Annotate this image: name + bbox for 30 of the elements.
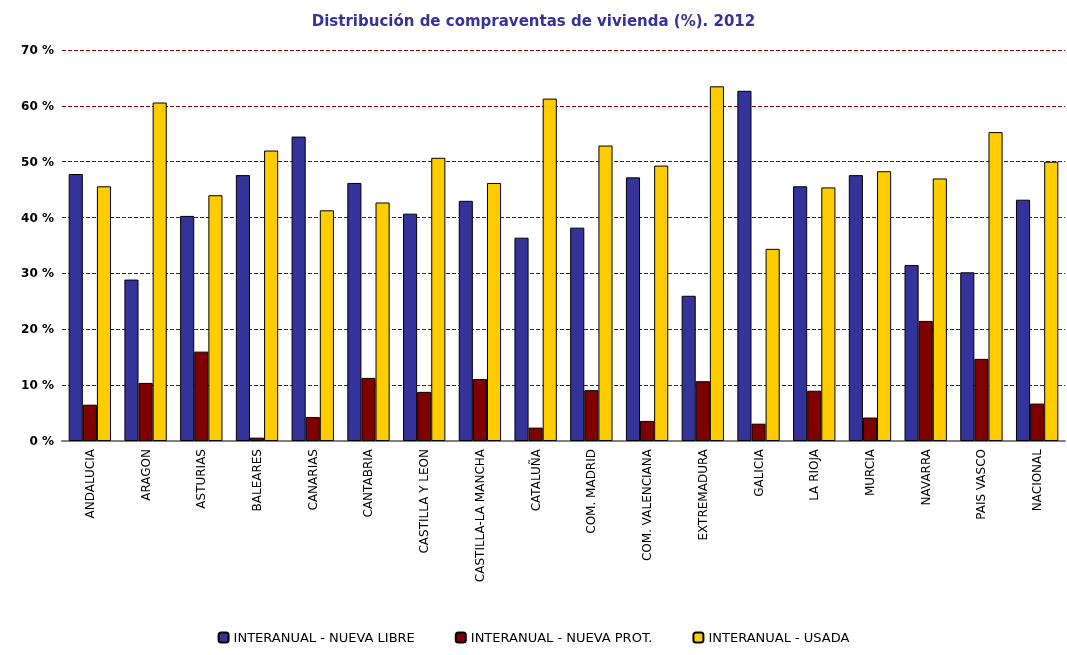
x-tick-label: ARAGON (138, 449, 153, 501)
legend-label: INTERANUAL - NUEVA LIBRE (233, 630, 415, 645)
x-tick-label: CANARIAS (305, 449, 320, 511)
legend-label: INTERANUAL - USADA (708, 630, 850, 645)
y-tick-label: 0 % (29, 434, 54, 448)
x-tick-label: NACIONAL (1030, 448, 1045, 512)
y-tick-label: 10 % (21, 378, 54, 393)
y-tick-label: 40 % (21, 210, 54, 225)
x-tick-label: COM. VALENCIANA (640, 448, 655, 562)
x-tick-label: CASTILLA-LA MANCHA (472, 448, 487, 583)
x-tick-label: GALICIA (751, 448, 766, 497)
y-tick-label: 30 % (21, 266, 54, 281)
x-tick-label: CASTILLA Y LEON (417, 449, 432, 554)
x-tick-label: MURCIA (862, 448, 877, 497)
x-tick-label: EXTREMADURA (695, 448, 710, 541)
y-tick-label: 70 % (21, 43, 54, 57)
x-tick-label: ASTURIAS (194, 449, 209, 509)
x-tick-label: LA RIOJA (807, 448, 822, 501)
x-tick-label: ANDALUCIA (82, 448, 97, 519)
y-tick-label: 50 % (21, 154, 54, 169)
x-tick-label: BALEARES (250, 449, 265, 512)
x-tick-label: NAVARRA (918, 448, 933, 506)
y-tick-label: 20 % (21, 322, 54, 337)
chart-title: Distribución de compraventas de vivienda (%). 2012 (311, 11, 756, 30)
x-tick-label: CANTABRIA (361, 448, 376, 518)
x-tick-label: PAIS VASCO (974, 449, 989, 520)
y-tick-label: 60 % (21, 98, 54, 113)
x-tick-label: CATALUÑA (527, 448, 543, 512)
x-tick-label: COM. MADRID (584, 449, 599, 534)
legend-label: INTERANUAL - NUEVA PROT. (470, 630, 653, 645)
